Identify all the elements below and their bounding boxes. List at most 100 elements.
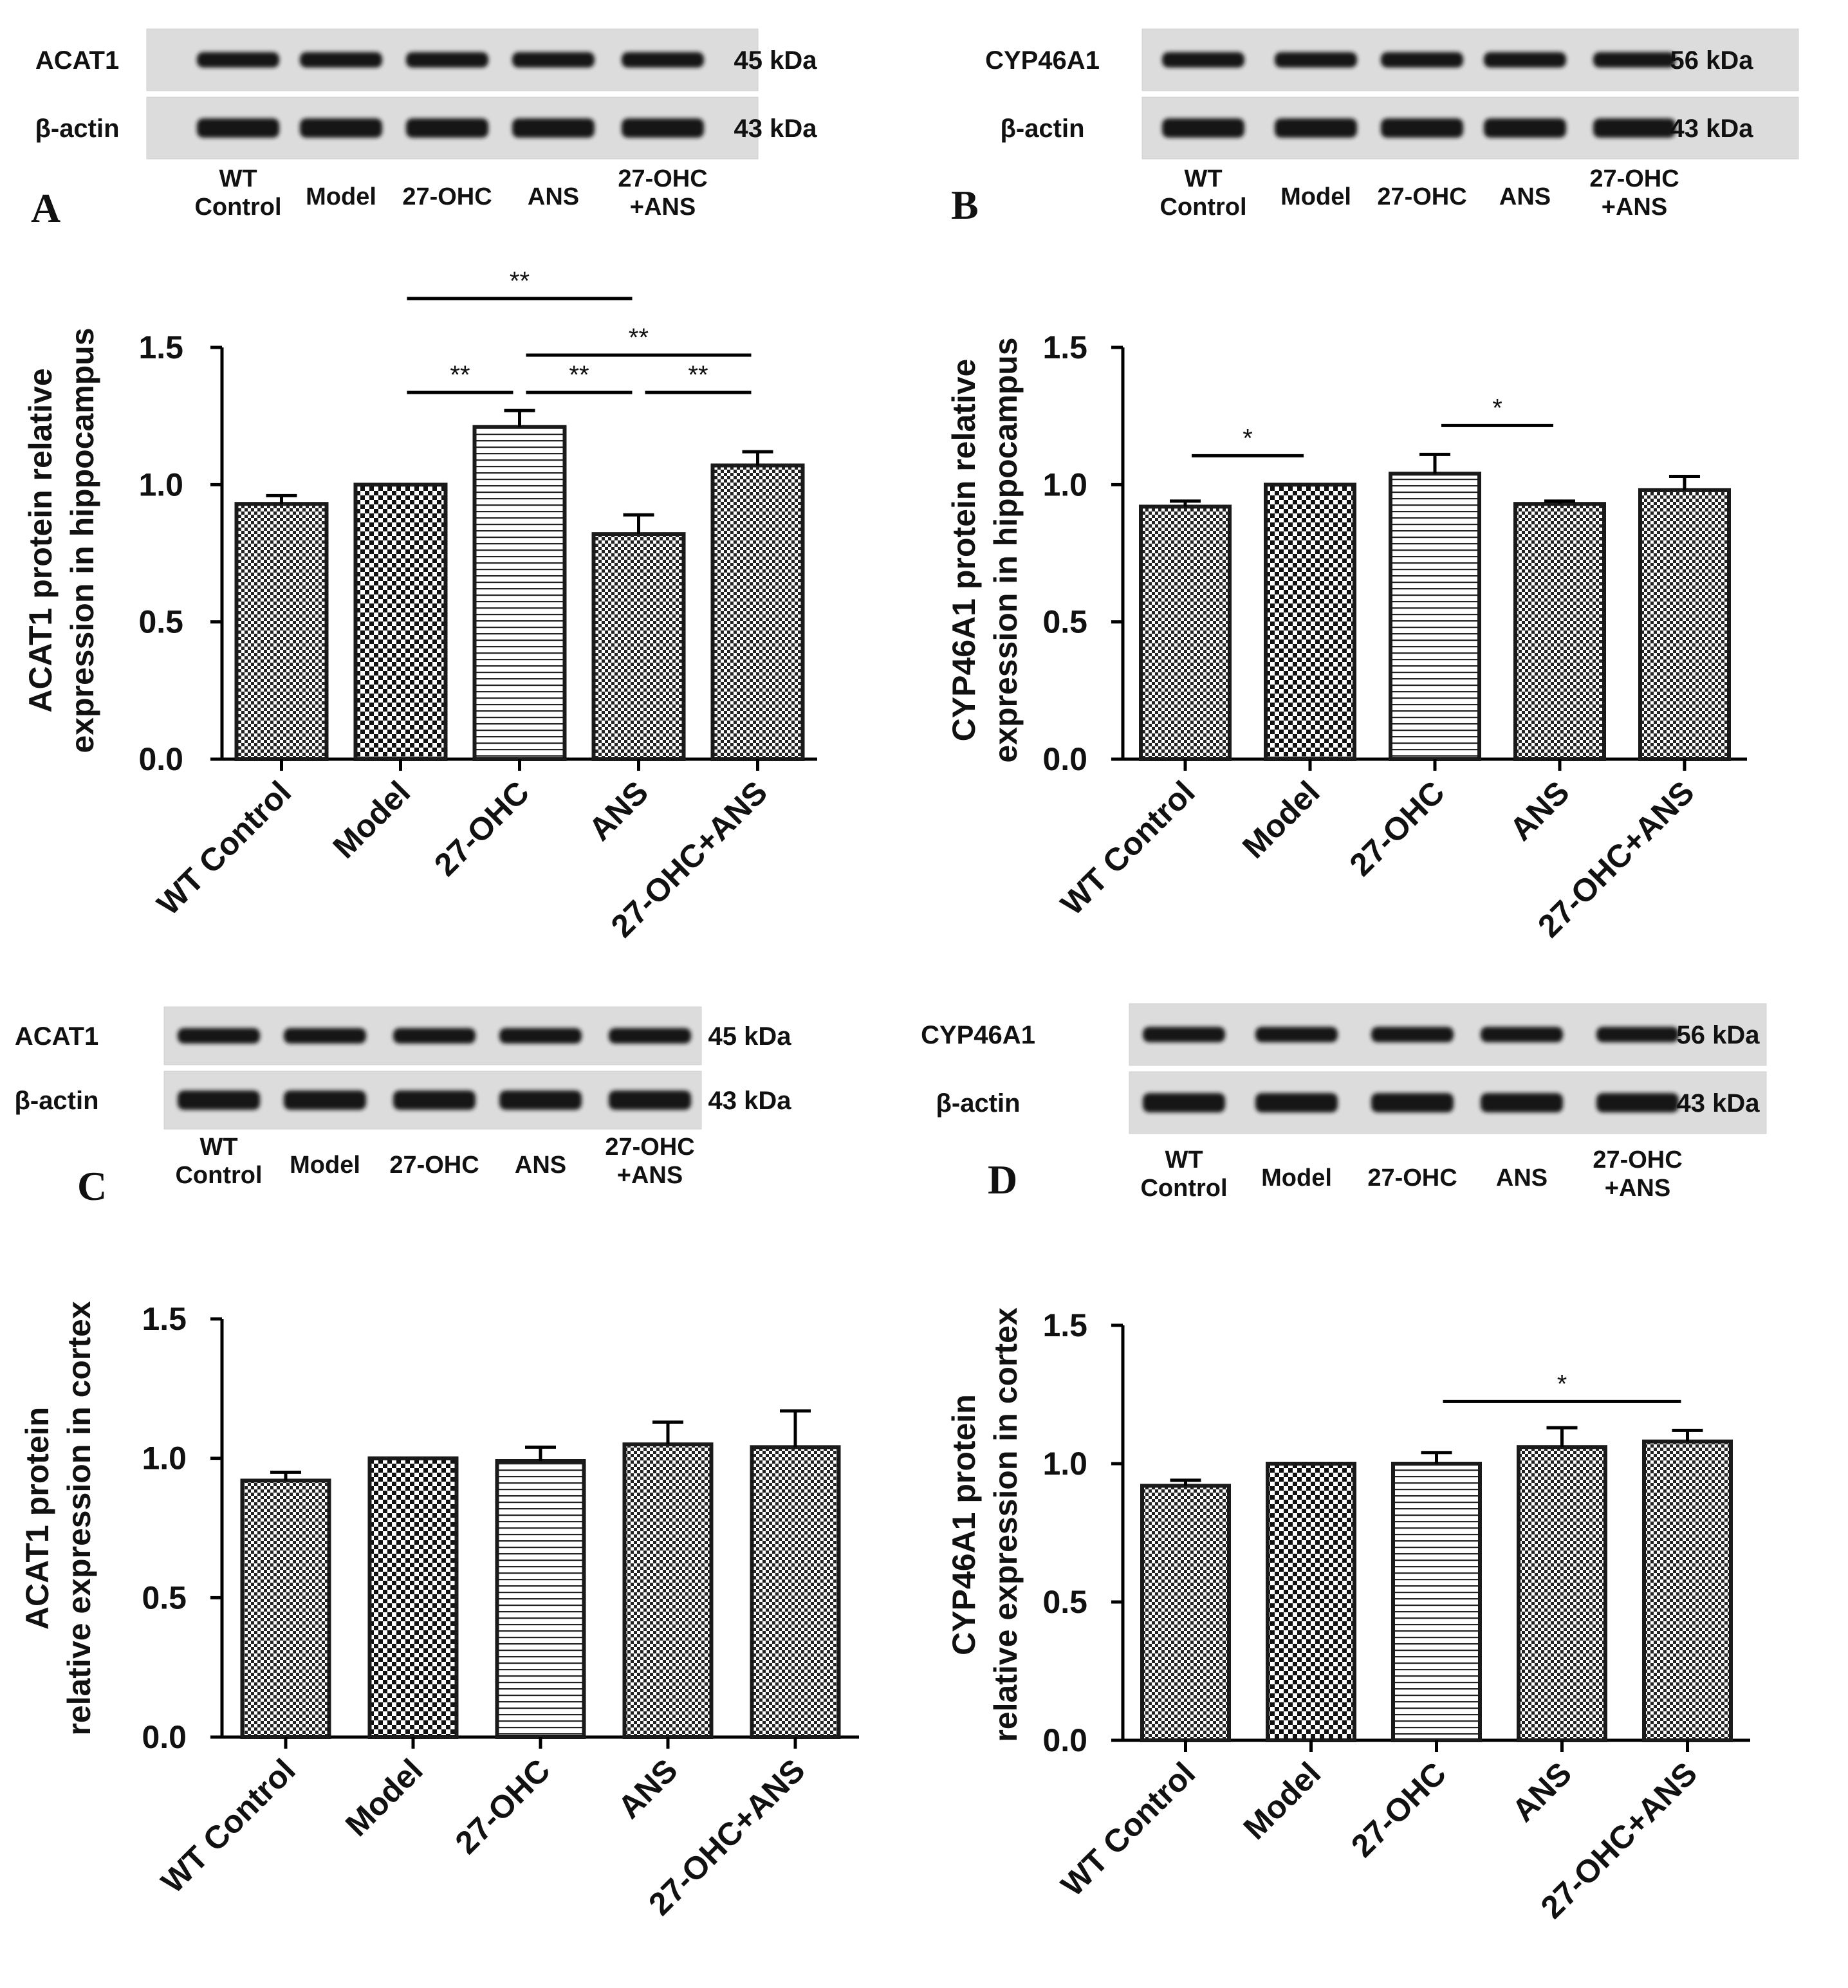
significance-label: * xyxy=(1557,1370,1567,1398)
x-tick-label: 27-OHC xyxy=(1343,774,1452,883)
blot-band xyxy=(512,52,595,68)
y-tick-label: 1.5 xyxy=(142,1301,187,1337)
x-tick-label: WT Control xyxy=(150,774,298,922)
blot-band xyxy=(1481,1093,1563,1112)
y-axis-label: CYP46A1 protein relative expression in co… xyxy=(946,1307,1024,1742)
bar xyxy=(495,1459,586,1739)
blot-kda-label: 43 kDa xyxy=(1677,1089,1760,1118)
blot-band xyxy=(609,1028,691,1044)
blot-protein-label: CYP46A1 xyxy=(921,1021,1035,1049)
bar-chart: 0.00.51.01.5WT Control Model 27-OHC ANS27-O… xyxy=(946,1307,1750,1926)
blot-band xyxy=(284,1091,366,1110)
blot-lane-label: 27-OHC xyxy=(1367,1164,1457,1192)
blot-band xyxy=(1481,1027,1563,1042)
blot-band xyxy=(1484,118,1566,138)
bar xyxy=(1642,1439,1733,1743)
bar-chart: 0.00.51.01.5WT Control Model 27-OHC ANS27-O… xyxy=(23,267,817,944)
blot-protein-label: CYP46A1 xyxy=(985,46,1100,75)
blot-band xyxy=(1371,1093,1454,1112)
blot-band xyxy=(1596,1027,1679,1042)
y-tick-label: 0.0 xyxy=(1042,1722,1087,1758)
y-tick-label: 0.5 xyxy=(142,1579,187,1615)
x-tick-label: 27-OHC xyxy=(1344,1755,1453,1864)
blot-band xyxy=(1143,1093,1225,1112)
blot-lane-label: 27-OHC xyxy=(402,183,492,210)
y-axis-label-line1: ACAT1 protein xyxy=(19,1407,55,1630)
significance-label: ** xyxy=(629,324,649,352)
panel-letter: B xyxy=(951,182,979,228)
y-axis-label-line2: expression in hippocampus xyxy=(988,337,1024,762)
x-tick-label: WT Control xyxy=(1054,774,1202,922)
blot-band xyxy=(499,1091,582,1110)
y-tick-label: 1.5 xyxy=(1042,1307,1087,1343)
y-axis-label-line1: ACAT1 protein relative xyxy=(23,368,59,712)
blot-band xyxy=(178,1028,260,1044)
bar xyxy=(1389,472,1481,761)
blot-band xyxy=(300,52,382,68)
x-tick-label: ANS xyxy=(582,774,655,847)
significance-label: ** xyxy=(688,361,708,389)
blot-band xyxy=(512,118,595,138)
y-tick-label: 0.5 xyxy=(138,604,183,640)
blot-lane-label: +ANS xyxy=(630,194,696,221)
blot-lane-label: ANS xyxy=(515,1152,566,1179)
blot-band xyxy=(1255,1027,1338,1042)
bar xyxy=(1266,1462,1356,1742)
y-axis-label: ACAT1 protein relative expression in cort… xyxy=(19,1301,97,1736)
y-axis-label-line2: expression in hippocampus xyxy=(64,327,100,753)
blot-lane-label: Control xyxy=(175,1162,262,1189)
blot-band xyxy=(1381,52,1463,68)
bar xyxy=(591,532,686,762)
bar xyxy=(622,1442,714,1739)
blot-lane-label: 27-OHC xyxy=(1377,183,1466,210)
bar xyxy=(1513,502,1606,761)
blot-lane-label: ANS xyxy=(1496,1164,1548,1192)
blot-lane-label: Model xyxy=(306,183,376,210)
blot-band xyxy=(300,118,382,138)
x-tick-label: ANS xyxy=(1505,1755,1578,1828)
blot-band xyxy=(1596,1093,1679,1112)
blot-band xyxy=(406,52,488,68)
significance-label: * xyxy=(1492,394,1502,422)
x-tick-label: Model xyxy=(326,774,418,865)
y-tick-label: 1.0 xyxy=(1042,466,1087,502)
y-tick-label: 1.5 xyxy=(1042,329,1087,365)
y-axis-label-line1: CYP46A1 protein xyxy=(946,1394,982,1655)
y-tick-label: 1.0 xyxy=(1042,1446,1087,1482)
blot-band xyxy=(197,118,279,138)
bar xyxy=(710,463,805,761)
y-tick-label: 0.5 xyxy=(1042,1584,1087,1620)
y-tick-label: 0.0 xyxy=(1042,741,1087,777)
x-tick-label: WT Control xyxy=(1054,1755,1202,1903)
y-tick-label: 1.0 xyxy=(138,466,183,502)
bar xyxy=(353,483,448,761)
blot-lane-label: 27-OHC xyxy=(1589,165,1679,192)
bar xyxy=(367,1456,459,1740)
bar xyxy=(750,1445,841,1739)
blot-strip xyxy=(1141,28,1799,91)
blot-band xyxy=(1593,118,1676,138)
blot-lane-label: Model xyxy=(1280,183,1351,210)
y-axis-label-line2: relative expression in cortex xyxy=(61,1301,97,1736)
x-tick-label: 27-OHC xyxy=(448,1752,557,1861)
blot-band xyxy=(178,1091,260,1110)
bar xyxy=(1140,1484,1231,1742)
blot-kda-label: 45 kDa xyxy=(734,46,818,75)
blot-band xyxy=(609,1091,691,1110)
blot-lane-label: ANS xyxy=(1499,183,1551,210)
blot-lane-label: WT xyxy=(1184,165,1222,192)
bar xyxy=(472,425,567,761)
y-tick-label: 1.0 xyxy=(142,1440,187,1477)
blot-kda-label: 56 kDa xyxy=(1677,1021,1760,1049)
blot-lane-label: WT xyxy=(1165,1146,1203,1173)
blot-kda-label: 43 kDa xyxy=(1670,115,1754,143)
blot-protein-label: ACAT1 xyxy=(15,1022,98,1051)
blot-band xyxy=(499,1028,582,1044)
